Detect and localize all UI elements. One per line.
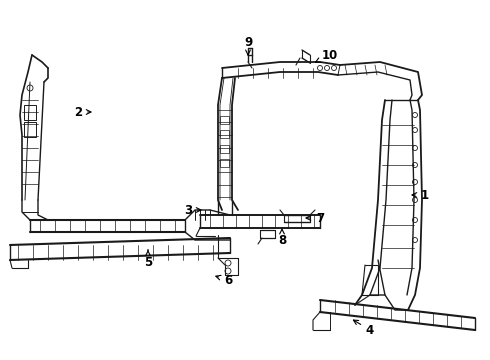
Text: 9: 9 [244,36,252,55]
Text: 10: 10 [316,49,338,62]
Text: 7: 7 [306,212,324,225]
Text: 1: 1 [412,189,429,202]
Text: 6: 6 [216,274,232,287]
Bar [220,145,229,153]
Text: 2: 2 [74,105,91,118]
Bar [24,105,36,120]
Bar [220,130,229,138]
Bar [24,122,36,137]
Bar [220,116,229,124]
Text: 5: 5 [144,250,152,269]
Text: 3: 3 [184,203,201,216]
Bar [220,159,229,167]
Text: 8: 8 [278,229,286,247]
Text: 4: 4 [353,320,374,337]
